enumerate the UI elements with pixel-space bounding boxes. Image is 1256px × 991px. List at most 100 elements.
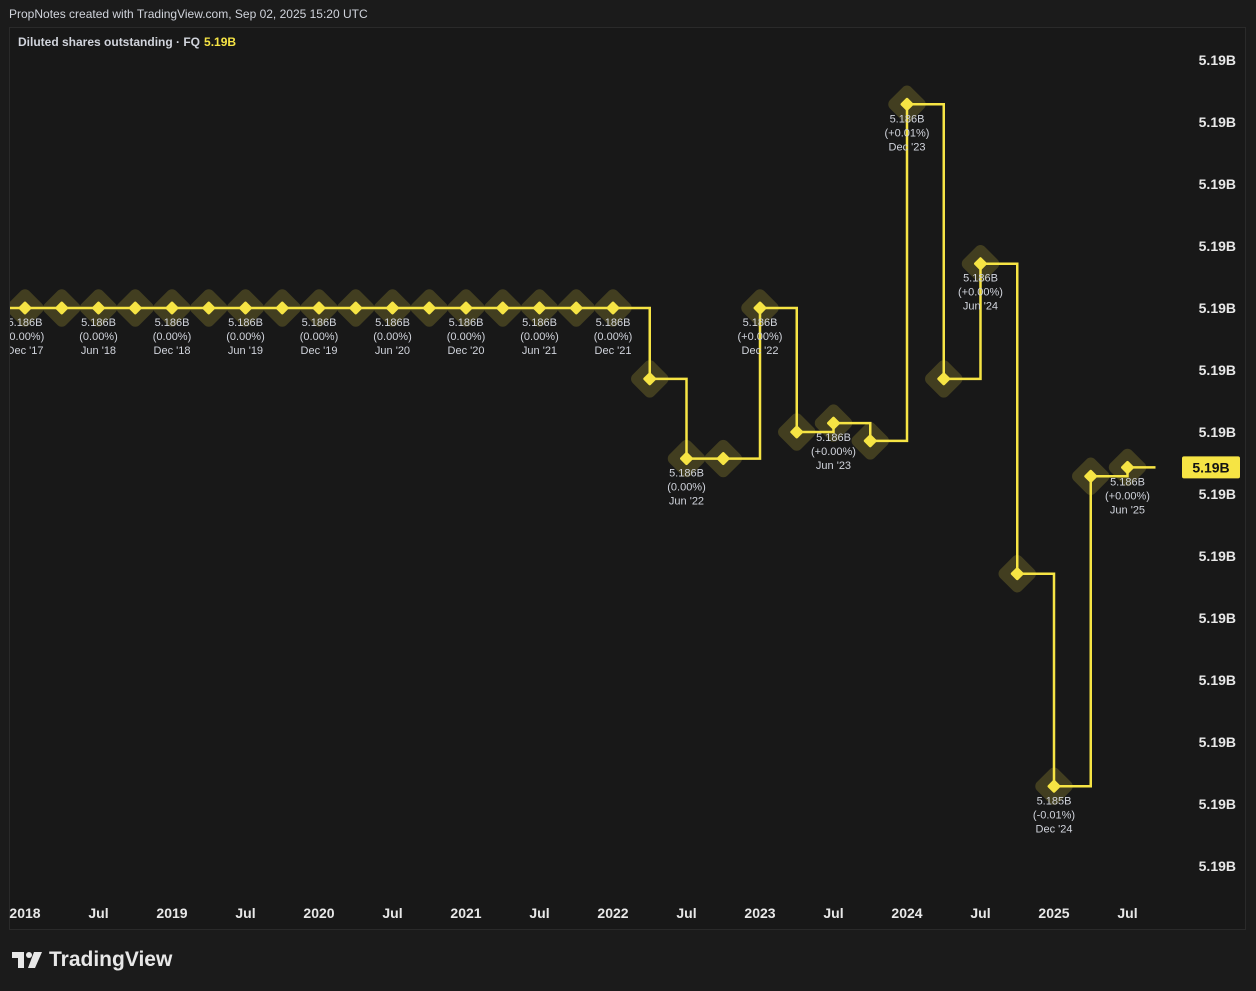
y-tick-label: 5.19B: [1199, 486, 1236, 502]
x-tick-label: 2020: [303, 905, 334, 921]
x-tick-label: 2024: [891, 905, 922, 921]
data-point-2018-12[interactable]: [165, 301, 179, 315]
data-label-2017-12-line1: 5.186B: [8, 317, 43, 329]
y-tick-label: 5.19B: [1199, 796, 1236, 812]
y-tick-label: 5.19B: [1199, 424, 1236, 440]
y-axis[interactable]: 5.19B 5.19B 5.19B 5.19B 5.19B 5.19B 5.19B 5.19B…: [1199, 52, 1236, 874]
data-label-2018-06-line3: Jun '18: [81, 345, 116, 357]
data-point-2023-09[interactable]: [863, 434, 877, 448]
data-label-2023-12-line3: Dec '23: [889, 141, 926, 153]
data-point-2021-09[interactable]: [569, 301, 583, 315]
x-axis[interactable]: 2018 Jul 2019 Jul 2020 Jul 2021 Jul 2022 Jul 2023 J…: [9, 905, 1137, 921]
data-label-2020-12-line1: 5.186B: [449, 317, 484, 329]
data-point-2019-03[interactable]: [202, 301, 216, 315]
y-tick-label: 5.19B: [1199, 548, 1236, 564]
x-tick-label: Jul: [970, 905, 990, 921]
data-point-2021-03[interactable]: [496, 301, 510, 315]
data-label-2019-06-line1: 5.186B: [228, 317, 263, 329]
data-label-2023-06-line1: 5.186B: [816, 432, 851, 444]
data-point-2024-06[interactable]: [973, 257, 987, 271]
data-point-2017-12[interactable]: [18, 301, 32, 315]
data-label-2023-06-line3: Jun '23: [816, 460, 851, 472]
data-point-2019-09[interactable]: [275, 301, 289, 315]
data-point-2024-12[interactable]: [1047, 779, 1061, 793]
data-label-2021-12-line1: 5.186B: [596, 317, 631, 329]
data-point-2020-06[interactable]: [385, 301, 399, 315]
data-label-2023-06-line2: (+0.00%): [811, 446, 856, 458]
data-point-2024-03[interactable]: [937, 372, 951, 386]
data-label-2024-12-line3: Dec '24: [1036, 823, 1073, 835]
last-value-badge: [1182, 456, 1240, 479]
data-label-2025-06-line1: 5.186B: [1110, 476, 1145, 488]
data-label-2018-12-line1: 5.186B: [155, 317, 190, 329]
x-tick-label: Jul: [382, 905, 402, 921]
data-label-layer: 5.186B (0.00%) Dec '17 5.186B (0.00%) Jun '18…: [6, 113, 1150, 835]
marker-layer: [18, 97, 1134, 793]
data-point-2023-03[interactable]: [790, 425, 804, 439]
data-label-2021-12-line2: (0.00%): [594, 331, 633, 343]
data-label-2017-12-line3: Dec '17: [7, 345, 44, 357]
data-point-2021-12[interactable]: [606, 301, 620, 315]
data-point-2022-06[interactable]: [679, 452, 693, 466]
data-point-2019-06[interactable]: [238, 301, 252, 315]
series-legend[interactable]: Diluted shares outstanding · FQ 5.19B: [18, 35, 236, 49]
data-label-2018-12-line3: Dec '18: [154, 345, 191, 357]
y-tick-label: 5.19B: [1199, 858, 1236, 874]
data-label-2022-12-line2: (+0.00%): [738, 331, 783, 343]
data-label-2021-12-line3: Dec '21: [595, 345, 632, 357]
x-tick-label: Jul: [823, 905, 843, 921]
data-point-2022-12[interactable]: [753, 301, 767, 315]
data-point-2018-09[interactable]: [128, 301, 142, 315]
data-point-2020-09[interactable]: [422, 301, 436, 315]
data-label-2022-06-line3: Jun '22: [669, 496, 704, 508]
data-point-2020-03[interactable]: [349, 301, 363, 315]
data-point-2021-06[interactable]: [532, 301, 546, 315]
data-label-2021-06-line1: 5.186B: [522, 317, 557, 329]
data-label-2018-06-line2: (0.00%): [79, 331, 118, 343]
data-label-2019-12-line3: Dec '19: [301, 345, 338, 357]
data-point-2018-06[interactable]: [91, 301, 105, 315]
y-tick-label: 5.19B: [1199, 176, 1236, 192]
data-point-2025-03[interactable]: [1084, 469, 1098, 483]
x-tick-label: 2018: [9, 905, 40, 921]
data-point-2020-12[interactable]: [459, 301, 473, 315]
x-tick-label: Jul: [676, 905, 696, 921]
data-label-2024-06-line1: 5.186B: [963, 273, 998, 285]
data-label-2020-12-line2: (0.00%): [447, 331, 486, 343]
data-point-2023-06[interactable]: [826, 416, 840, 430]
data-label-2022-06-line1: 5.186B: [669, 468, 704, 480]
y-tick-label: 5.19B: [1199, 114, 1236, 130]
data-label-2019-06-line2: (0.00%): [226, 331, 265, 343]
data-point-2024-09[interactable]: [1010, 567, 1024, 581]
x-tick-label: 2021: [450, 905, 481, 921]
data-label-2022-06-line2: (0.00%): [667, 482, 706, 494]
data-label-2019-12-line1: 5.186B: [302, 317, 337, 329]
data-point-2022-09[interactable]: [716, 452, 730, 466]
tradingview-brand[interactable]: TradingView: [11, 948, 172, 972]
data-label-2020-06-line2: (0.00%): [373, 331, 412, 343]
last-value-label: 5.19B: [1192, 459, 1229, 475]
y-tick-label: 5.19B: [1199, 610, 1236, 626]
data-label-2024-12-line2: (-0.01%): [1033, 809, 1075, 821]
last-value-tag: 5.19B: [1182, 456, 1240, 479]
data-label-2024-06-line3: Jun '24: [963, 301, 998, 313]
data-label-2021-06-line2: (0.00%): [520, 331, 559, 343]
data-label-2022-12-line3: Dec '22: [742, 345, 779, 357]
data-label-2022-12-line1: 5.186B: [743, 317, 778, 329]
y-tick-label: 5.19B: [1199, 362, 1236, 378]
data-point-2019-12[interactable]: [312, 301, 326, 315]
data-point-2023-12[interactable]: [900, 97, 914, 111]
x-tick-label: Jul: [88, 905, 108, 921]
data-label-2018-12-line2: (0.00%): [153, 331, 192, 343]
data-point-2025-06[interactable]: [1120, 460, 1134, 474]
y-tick-label: 5.19B: [1199, 238, 1236, 254]
series-line-layer: [10, 103, 1156, 788]
x-tick-label: Jul: [1117, 905, 1137, 921]
data-label-2017-12-line2: (0.00%): [6, 331, 45, 343]
y-tick-label: 5.19B: [1199, 52, 1236, 68]
data-point-2022-03[interactable]: [643, 372, 657, 386]
y-tick-label: 5.19B: [1199, 300, 1236, 316]
data-point-2018-03[interactable]: [55, 301, 69, 315]
series-line: [10, 103, 1156, 788]
